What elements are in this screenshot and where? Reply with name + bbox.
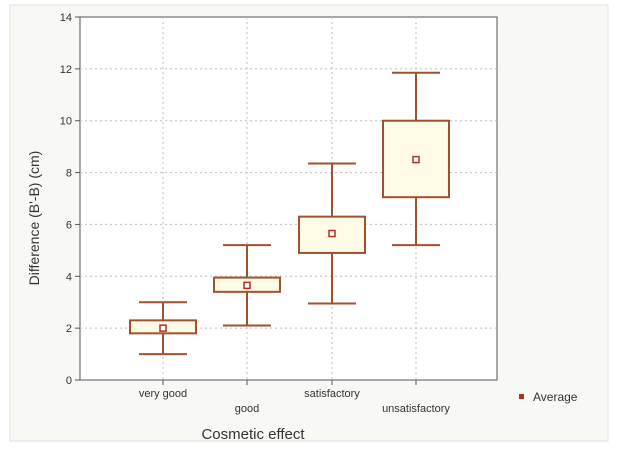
average-marker bbox=[243, 281, 251, 290]
legend-marker bbox=[519, 394, 524, 399]
box-satisfactory bbox=[298, 162, 366, 305]
average-marker bbox=[412, 155, 420, 164]
box-good bbox=[213, 244, 281, 327]
legend-label: Average bbox=[533, 390, 578, 404]
y-tick-label: 4 bbox=[66, 271, 72, 283]
interquartile-box bbox=[298, 215, 366, 254]
average-marker bbox=[159, 324, 167, 332]
legend: Average bbox=[519, 390, 578, 404]
y-axis-ticks: 0 2 4 6 8 10 12 14 bbox=[60, 12, 80, 387]
x-tick-label: unsatisfactory bbox=[382, 403, 450, 415]
y-tick-label: 10 bbox=[60, 116, 72, 128]
y-tick-label: 14 bbox=[60, 12, 72, 24]
box-series bbox=[129, 71, 450, 356]
y-axis-label: Difference (B'-B) (cm) bbox=[26, 151, 42, 286]
x-tick-label: very good bbox=[139, 388, 187, 400]
y-tick-label: 12 bbox=[60, 64, 72, 76]
y-tick-label: 0 bbox=[66, 375, 72, 387]
y-tick-label: 8 bbox=[66, 168, 72, 180]
y-tick-label: 6 bbox=[66, 219, 72, 231]
box-unsatisfactory bbox=[382, 71, 450, 247]
average-marker bbox=[328, 229, 336, 238]
x-tick-label: good bbox=[235, 403, 259, 415]
x-tick-label: satisfactory bbox=[304, 388, 360, 400]
x-axis-ticks: very good good satisfactory unsatisfactory bbox=[139, 380, 450, 415]
x-axis-label: Cosmetic effect bbox=[201, 426, 305, 443]
y-tick-label: 2 bbox=[66, 323, 72, 335]
box-very-good bbox=[129, 301, 197, 356]
